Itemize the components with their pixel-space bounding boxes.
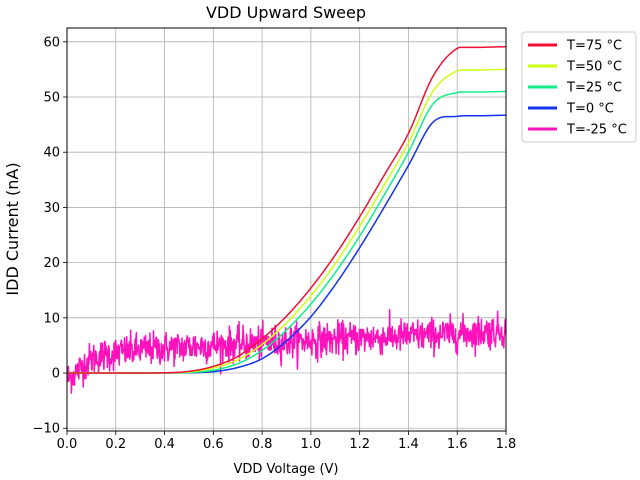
y-tick-label: 10 bbox=[43, 311, 60, 326]
legend-item: T=-25 °C bbox=[528, 123, 627, 138]
x-axis-label: VDD Voltage (V) bbox=[234, 462, 339, 477]
y-tick-label: 20 bbox=[43, 256, 60, 271]
legend: T=75 °C T=50 °C T=25 °C T=0 °C T=-25 °C bbox=[521, 31, 637, 143]
legend-label: T=25 °C bbox=[566, 81, 622, 96]
legend-label: T=-25 °C bbox=[566, 123, 627, 138]
series-line bbox=[67, 46, 506, 374]
legend-item: T=0 °C bbox=[528, 102, 614, 117]
x-tick-label: 0.6 bbox=[203, 437, 224, 452]
x-tick-label: 0.4 bbox=[154, 437, 175, 452]
x-tick-label: 1.2 bbox=[349, 437, 370, 452]
x-tick-label: 1.8 bbox=[496, 437, 517, 452]
y-tick-label: 60 bbox=[43, 35, 60, 50]
chart-title: VDD Upward Sweep bbox=[206, 3, 366, 22]
legend-item: T=75 °C bbox=[528, 39, 622, 54]
y-axis-ticks: −10 0 10 20 30 40 50 60 bbox=[33, 35, 67, 437]
x-tick-label: 1.4 bbox=[398, 437, 419, 452]
y-tick-label: −10 bbox=[33, 422, 60, 437]
x-tick-label: 0.2 bbox=[105, 437, 126, 452]
y-tick-label: 50 bbox=[43, 91, 60, 106]
y-tick-label: 0 bbox=[52, 367, 60, 382]
legend-label: T=50 °C bbox=[566, 60, 622, 75]
x-tick-label: 0.0 bbox=[57, 437, 78, 452]
series-line bbox=[67, 309, 506, 394]
y-tick-label: 40 bbox=[43, 146, 60, 161]
x-tick-label: 1.6 bbox=[447, 437, 468, 452]
legend-item: T=50 °C bbox=[528, 60, 622, 75]
y-tick-label: 30 bbox=[43, 201, 60, 216]
plot-lines bbox=[67, 46, 506, 394]
legend-label: T=75 °C bbox=[566, 39, 622, 54]
x-tick-label: 1.0 bbox=[301, 437, 322, 452]
legend-item: T=25 °C bbox=[528, 81, 622, 96]
legend-box bbox=[521, 31, 637, 143]
x-tick-label: 0.8 bbox=[252, 437, 273, 452]
x-axis-ticks: 0.0 0.2 0.4 0.6 0.8 1.0 1.2 1.4 1.6 1.8 bbox=[57, 431, 517, 452]
y-axis-label: IDD Current (nA) bbox=[3, 162, 22, 295]
axes-frame bbox=[66, 27, 507, 432]
grid bbox=[66, 28, 507, 431]
legend-label: T=0 °C bbox=[566, 102, 614, 117]
